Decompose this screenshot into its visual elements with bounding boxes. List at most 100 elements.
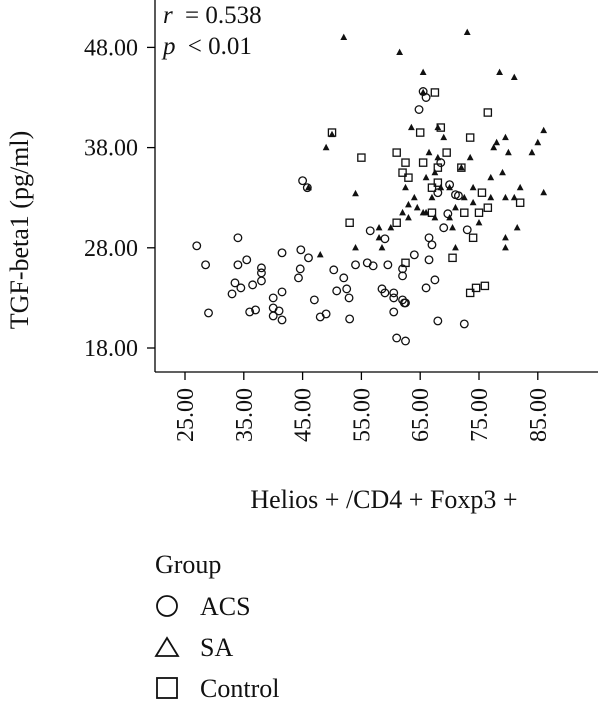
point-sa [528,148,536,156]
point-acs [401,336,410,346]
x-tick-label: 25.00 [173,388,199,442]
point-acs [321,309,331,319]
point-acs [439,223,449,233]
x-tick-label: 85.00 [526,388,552,442]
point-acs [227,289,237,299]
point-acs [398,271,408,281]
point-sa [502,193,509,201]
point-sa [434,123,442,131]
point-sa [422,173,430,181]
point-acs [201,260,211,270]
legend-title: Group [155,550,221,579]
point-acs [392,333,402,343]
point-acs [380,288,390,298]
point-acs [462,225,472,235]
point-acs [424,255,434,265]
point-sa [413,203,421,211]
point-sa [513,223,521,231]
point-sa [410,193,418,201]
point-sa [305,183,312,191]
point-sa [322,143,330,151]
point-control [483,203,493,212]
point-acs [345,314,355,324]
point-control [418,158,428,167]
point-control [392,148,401,157]
point-control [433,178,443,187]
legend-label-acs: ACS [200,592,251,621]
point-sa [340,33,348,40]
point-acs [459,319,469,329]
point-sa [516,183,524,191]
point-sa [460,193,468,201]
point-sa [431,213,439,221]
point-sa [396,48,404,56]
point-control [457,163,466,172]
point-acs [277,315,287,325]
point-acs [294,273,303,283]
point-sa [493,138,501,146]
point-sa [449,223,456,231]
point-control [460,208,469,217]
point-sa [425,148,433,156]
point-sa [505,148,512,156]
point-acs [268,293,278,303]
x-tick-label: 75.00 [467,388,493,442]
point-acs [365,226,375,236]
point-control [471,283,481,293]
x-tick-label: 35.00 [232,388,258,442]
point-acs [277,248,287,258]
point-sa [502,133,509,141]
point-sa [375,233,383,241]
point-sa [540,188,548,196]
legend-triangle-icon [154,636,180,657]
point-control [433,163,443,172]
point-sa [446,213,453,221]
y-axis-ticks: 18.00 28.00 38.00 48.00 [84,35,155,362]
x-tick-label: 45.00 [291,388,317,442]
point-sa [352,244,359,251]
point-acs [230,278,240,288]
legend-square-icon [156,677,178,699]
point-control [327,128,337,137]
point-sa [469,198,477,206]
point-sa [375,223,383,231]
point-control [357,153,366,162]
point-acs [389,293,399,303]
point-sa [469,183,477,191]
point-acs [298,176,308,186]
point-control [398,168,407,177]
point-sa [490,143,498,151]
correlation-r: r = 0.538 [163,2,262,29]
point-acs [342,284,352,294]
point-control [468,233,478,243]
point-acs [233,260,243,270]
point-control [448,253,457,263]
y-tick-label: 48.00 [84,35,138,61]
point-acs [256,276,266,286]
p-value: p < 0.01 [161,33,252,60]
point-acs [433,316,443,326]
point-control [401,258,410,268]
point-sa [540,126,548,134]
legend-label-control: Control [200,674,279,703]
point-acs [383,260,393,270]
point-control [430,88,440,97]
point-acs [304,253,313,263]
point-sa [437,183,445,191]
point-sa [387,223,395,231]
x-tick-label: 55.00 [349,388,375,442]
point-acs [409,250,419,260]
point-acs [453,191,463,201]
point-sa [452,203,459,211]
y-tick-label: 18.00 [84,336,138,362]
point-acs [421,283,431,293]
data-points [192,28,548,346]
point-sa [487,193,495,201]
point-sa [428,193,436,201]
point-acs [236,283,246,293]
point-control [442,148,451,157]
point-sa [457,163,465,171]
point-sa [475,218,483,226]
point-sa [534,138,542,146]
